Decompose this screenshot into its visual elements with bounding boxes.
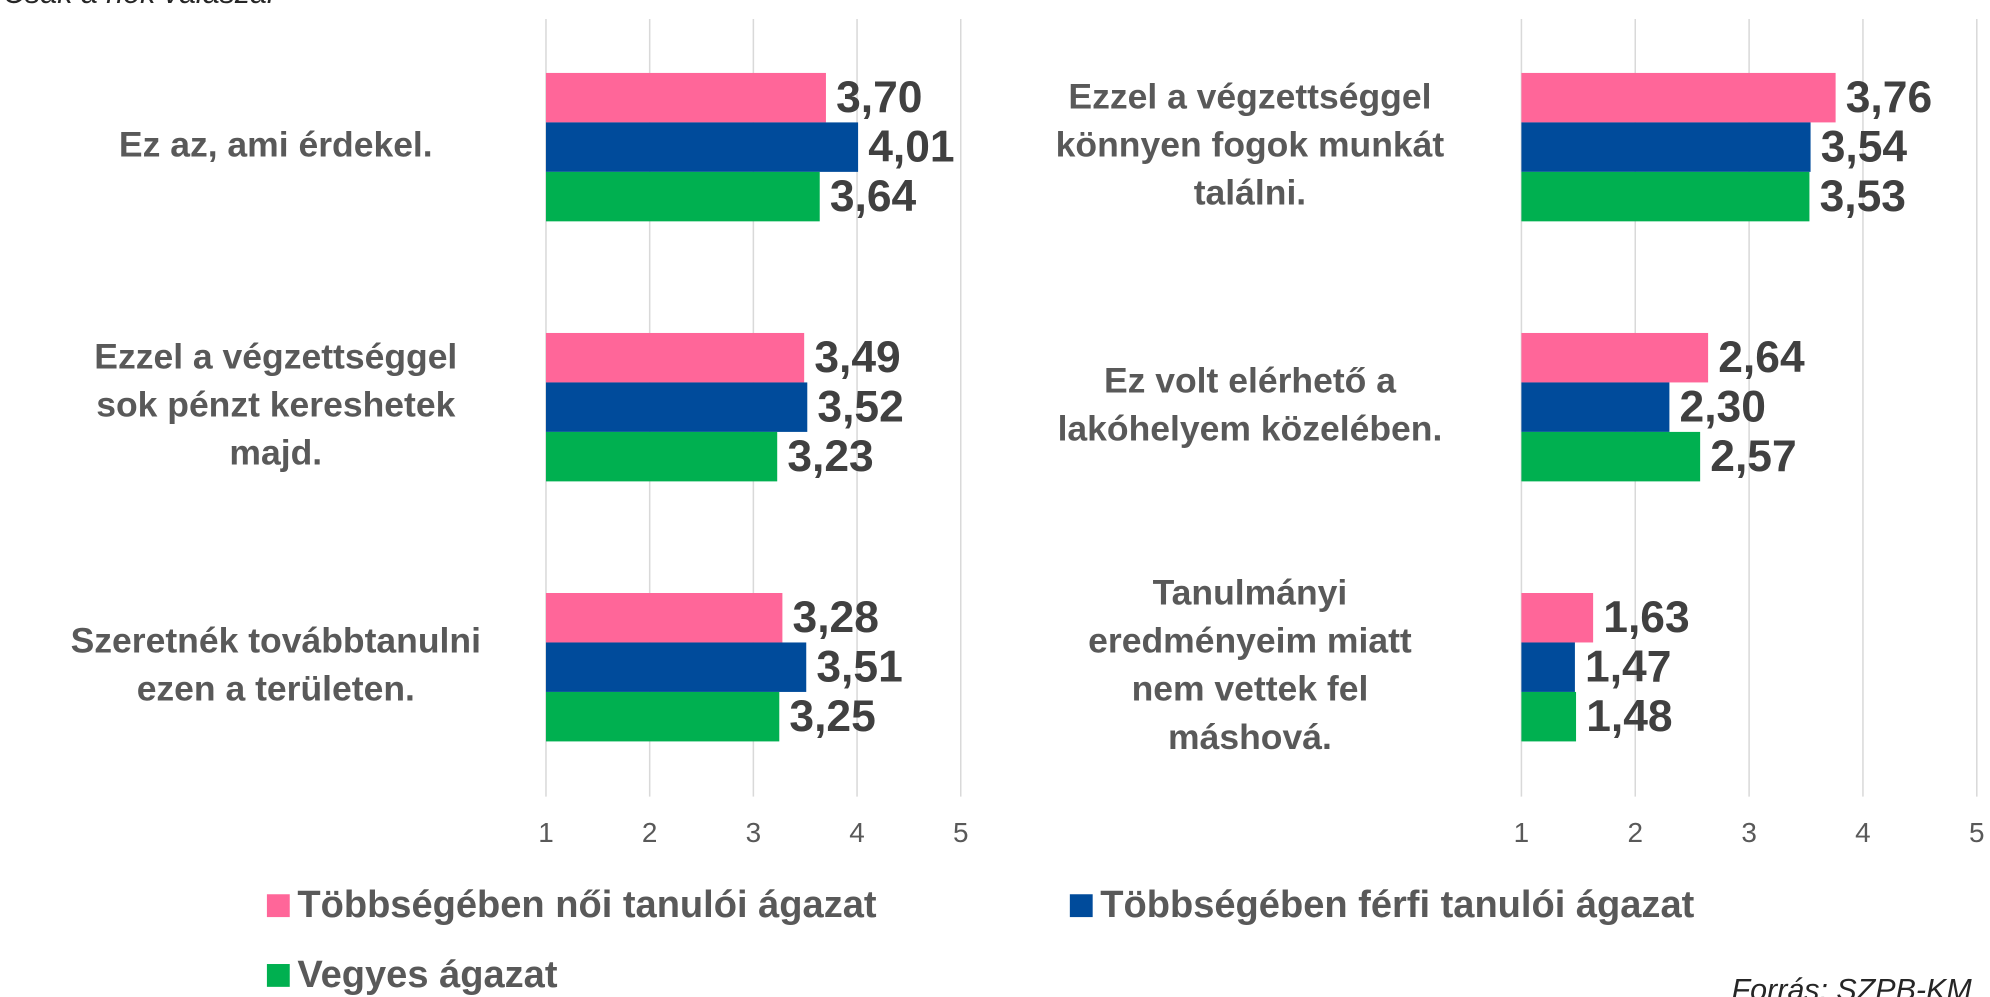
bar [545, 171, 820, 222]
bar [545, 642, 807, 692]
value-label: 2,64 [1718, 333, 1805, 382]
value-label: 3,70 [836, 73, 922, 122]
value-label: 3,64 [830, 172, 917, 221]
category-label: találni. [1194, 173, 1306, 213]
category-label: ezen a területen. [137, 669, 415, 709]
category-label: máshová. [1168, 717, 1332, 757]
category-label: eredményeim miatt [1088, 620, 1412, 660]
category-label: sok pénzt kereshetek [96, 385, 455, 425]
x-tick-label: 2 [642, 817, 658, 848]
x-tick-label: 5 [1969, 817, 1985, 848]
value-label: 3,49 [814, 333, 900, 382]
value-label: 3,76 [1846, 73, 1932, 122]
bar [545, 431, 778, 482]
bar [1521, 592, 1594, 643]
bar [545, 691, 780, 742]
legend-label: Többségében férfi tanulói ágazat [1100, 884, 1694, 926]
value-label: 1,63 [1603, 593, 1689, 642]
value-label: 1,47 [1585, 642, 1671, 691]
legend-label: Többségében női tanulói ágazat [297, 884, 877, 926]
category-label: nem vettek fel [1132, 669, 1369, 709]
x-tick-label: 5 [953, 817, 969, 848]
x-tick-label: 4 [849, 817, 865, 848]
bar [1521, 332, 1709, 383]
value-label: 1,48 [1586, 692, 1672, 741]
category-label: lakóhelyem közelében. [1058, 409, 1443, 449]
value-label: 3,23 [787, 432, 873, 481]
value-label: 3,53 [1820, 172, 1906, 221]
bar [545, 382, 808, 432]
x-tick-label: 3 [1741, 817, 1757, 848]
bar [545, 72, 826, 123]
value-label: 3,51 [816, 642, 902, 691]
legend-swatch [266, 894, 290, 918]
bar [1521, 72, 1836, 123]
bar [545, 332, 805, 383]
bar [1521, 382, 1670, 432]
x-tick-label: 1 [1514, 817, 1530, 848]
category-label: Szeretnék továbbtanulni [71, 620, 481, 660]
value-label: 3,25 [789, 692, 875, 741]
bar [1521, 431, 1701, 482]
category-label: Ezzel a végzettséggel [94, 336, 457, 376]
legend-swatch [266, 964, 290, 987]
x-tick-label: 3 [746, 817, 762, 848]
value-label: 3,28 [793, 593, 879, 642]
bar [1521, 691, 1577, 742]
category-label: Ezzel a végzettséggel [1068, 76, 1431, 116]
category-label: Ez volt elérhető a [1104, 360, 1396, 400]
category-label: könnyen fogok munkát [1056, 125, 1445, 165]
x-tick-label: 4 [1855, 817, 1871, 848]
category-label: majd. [229, 433, 322, 473]
legend-swatch [1069, 894, 1093, 918]
source: Forrás: SZPB-KM [1732, 973, 1973, 997]
subtitle: Csak a nők válaszai [3, 0, 275, 10]
bar [545, 592, 783, 643]
bar [1521, 171, 1810, 222]
x-tick-label: 2 [1627, 817, 1643, 848]
bar [545, 122, 859, 172]
value-label: 4,01 [868, 122, 954, 171]
value-label: 3,54 [1821, 122, 1908, 171]
bar [1521, 122, 1811, 172]
legend-label: Vegyes ágazat [297, 954, 557, 996]
category-label: Ez az, ami érdekel. [119, 125, 433, 165]
x-tick-label: 1 [538, 817, 554, 848]
category-label: Tanulmányi [1153, 572, 1348, 612]
bar [1521, 642, 1575, 692]
value-label: 2,30 [1680, 382, 1766, 431]
value-label: 2,57 [1710, 432, 1796, 481]
value-label: 3,52 [817, 382, 903, 431]
